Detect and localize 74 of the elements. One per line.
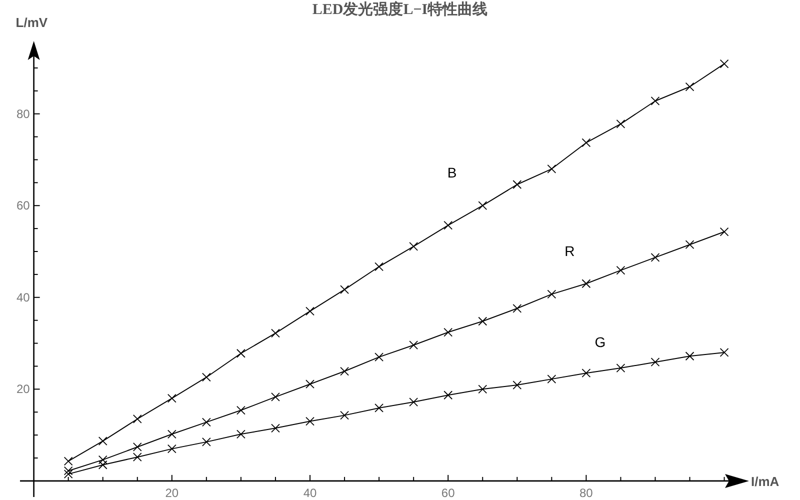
point — [167, 394, 176, 403]
point — [167, 444, 176, 454]
y-tick-label: 20 — [16, 382, 30, 396]
point — [478, 201, 488, 210]
point — [64, 470, 73, 479]
point — [547, 374, 556, 384]
point — [409, 340, 418, 350]
point — [132, 414, 142, 424]
point — [720, 348, 729, 357]
point — [582, 368, 591, 378]
x-tick-label: 20 — [165, 486, 179, 500]
point — [512, 380, 522, 390]
point — [720, 227, 729, 236]
point — [236, 406, 246, 415]
point — [512, 304, 522, 313]
point — [444, 390, 453, 400]
point — [98, 436, 108, 446]
point — [306, 380, 314, 389]
point — [650, 358, 660, 367]
point — [236, 348, 246, 358]
point — [650, 96, 660, 106]
y-tick-label: 60 — [16, 198, 30, 213]
point — [616, 266, 626, 275]
point — [512, 180, 522, 189]
point — [340, 285, 349, 294]
y-tick-label: 80 — [16, 106, 30, 121]
point — [409, 398, 418, 406]
x-tick-label: 40 — [303, 486, 317, 500]
point — [582, 138, 591, 148]
point — [167, 430, 176, 439]
text: B — [447, 164, 457, 180]
series-label: G — [594, 334, 606, 350]
series-label: R — [564, 243, 575, 260]
point — [374, 404, 384, 412]
x-axis-title: I/mA — [751, 474, 780, 489]
point — [98, 455, 108, 464]
point — [64, 466, 73, 476]
point — [444, 328, 453, 337]
point — [202, 437, 211, 446]
point — [547, 164, 556, 174]
point — [685, 240, 694, 250]
point — [306, 306, 314, 316]
x-tick-label: 60 — [441, 486, 456, 500]
point — [685, 82, 694, 92]
point — [340, 410, 349, 420]
point — [582, 279, 591, 288]
y-axis-title: L/mV — [16, 15, 48, 30]
point — [478, 384, 488, 394]
point — [650, 253, 660, 262]
point — [132, 452, 142, 462]
point — [132, 442, 142, 452]
point — [685, 352, 694, 361]
point — [374, 352, 384, 362]
point — [547, 290, 556, 299]
point — [271, 424, 280, 433]
point — [478, 316, 488, 326]
y-tick-label: 40 — [16, 290, 30, 304]
point — [306, 416, 314, 426]
point — [202, 418, 211, 427]
point — [202, 372, 211, 382]
x-tick-label: 80 — [580, 486, 594, 500]
point — [616, 119, 626, 128]
point — [98, 460, 108, 470]
point — [64, 456, 73, 466]
point — [271, 392, 280, 402]
point — [271, 328, 280, 338]
chart-title: LED发光强度L−I特性曲线 — [312, 0, 488, 18]
point — [616, 364, 626, 373]
point — [409, 242, 418, 251]
point — [340, 366, 349, 376]
point — [720, 59, 729, 68]
point — [444, 220, 453, 230]
point — [236, 430, 246, 439]
point — [374, 262, 384, 272]
